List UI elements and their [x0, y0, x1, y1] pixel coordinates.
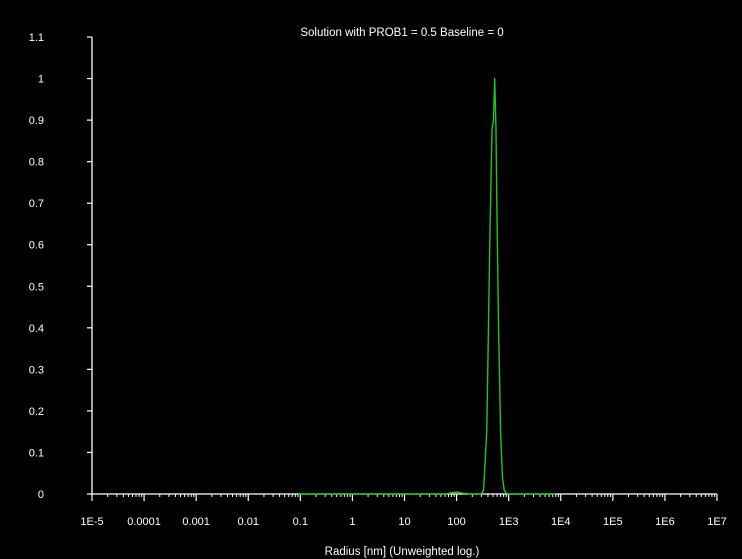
x-tick-label: 1E3 [499, 516, 519, 528]
y-tick-label: 0.5 [29, 281, 44, 293]
x-tick-label: 1 [349, 516, 355, 528]
x-tick-label: 1E-5 [80, 516, 103, 528]
x-tick-label: 1E6 [655, 516, 675, 528]
y-tick-label: 0.6 [29, 240, 44, 252]
x-tick-label: 10 [398, 516, 410, 528]
chart-title: Solution with PROB1 = 0.5 Baseline = 0 [300, 27, 503, 39]
y-tick-label: 1.1 [29, 32, 44, 44]
x-tick-label: 1E4 [551, 516, 571, 528]
series-layer [297, 77, 556, 495]
y-tick-label: 0.7 [29, 198, 44, 210]
x-tick-label: 1E5 [603, 516, 623, 528]
y-tick-label: 0.8 [29, 157, 44, 169]
y-tick-label: 0.2 [29, 406, 44, 418]
ticks: 0 0.1 0.2 0.3 0.4 0.5 0.6 0.7 0.8 0.9 1 1.1 1E-5 0.00… [29, 32, 727, 528]
series-line [297, 77, 556, 495]
x-tick-label: 0.01 [238, 516, 259, 528]
y-tick-label: 1 [38, 74, 44, 86]
x-axis-label: Radius [nm] (Unweighted log.) [325, 546, 480, 558]
axes [91, 37, 717, 495]
y-tick-label: 0.9 [29, 115, 44, 127]
y-tick-label: 0.3 [29, 364, 44, 376]
y-tick-label: 0.4 [29, 323, 44, 335]
y-tick-label: 0.1 [29, 447, 44, 459]
x-tick-label: 0.1 [293, 516, 308, 528]
y-tick-label: 0 [38, 489, 44, 501]
x-tick-label: 1E7 [707, 516, 727, 528]
x-tick-label: 0.001 [182, 516, 210, 528]
x-tick-label: 0.0001 [127, 516, 161, 528]
x-tick-label: 100 [447, 516, 465, 528]
